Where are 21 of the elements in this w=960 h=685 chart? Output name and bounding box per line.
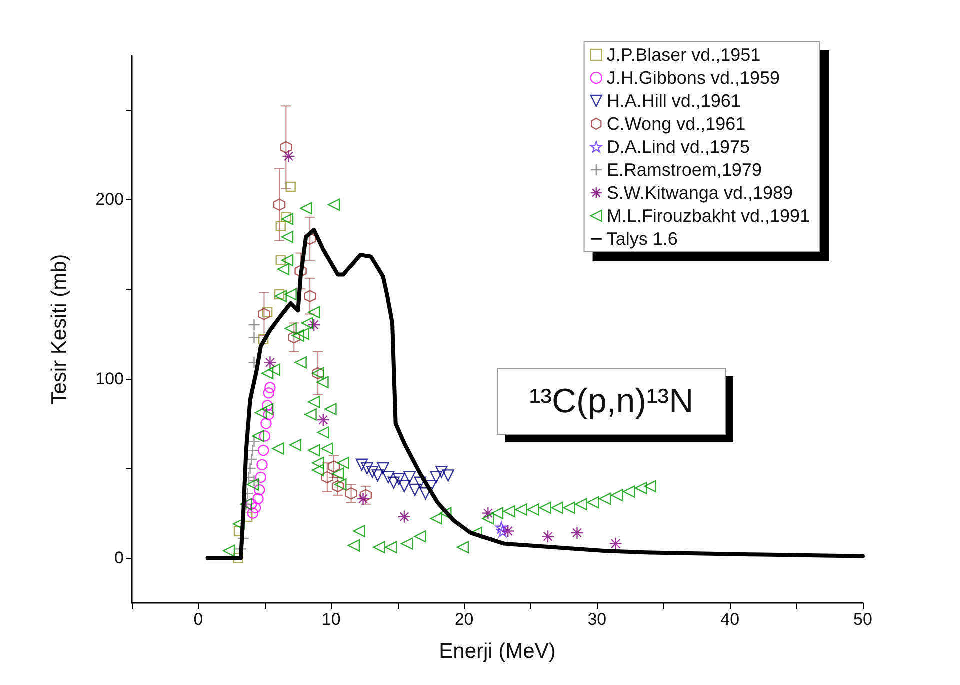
x-tick-label: 0 xyxy=(194,610,204,629)
y-tick-label: 100 xyxy=(96,369,124,388)
legend-label: J.P.Blaser vd.,1951 xyxy=(606,45,761,65)
y-axis-title: Tesir Kesiti (mb) xyxy=(48,254,71,405)
y-tick-label: 0 xyxy=(114,548,124,568)
x-tick-label: 30 xyxy=(588,610,607,629)
legend-label: H.A.Hill vd.,1961 xyxy=(606,91,741,111)
annotation: ¹³C(p,n)¹³N xyxy=(529,382,694,420)
x-tick-label: 40 xyxy=(720,610,740,629)
legend-label: E.Ramstroem,1979 xyxy=(606,160,762,180)
x-tick-label: 50 xyxy=(854,610,872,629)
x-tick-label: 10 xyxy=(322,610,341,629)
legend-label: Talys 1.6 xyxy=(606,229,678,249)
y-tick-label: 200 xyxy=(96,190,124,209)
x-tick-label: 20 xyxy=(454,610,474,629)
legend-label: D.A.Lind vd.,1975 xyxy=(606,137,750,157)
legend-label: J.H.Gibbons vd.,1959 xyxy=(606,68,780,88)
legend-label: S.W.Kitwanga vd.,1989 xyxy=(606,183,794,203)
legend-label: C.Wong vd.,1961 xyxy=(606,114,746,134)
x-axis-title: Enerji (MeV) xyxy=(439,640,556,663)
legend-label: M.L.Firouzbakht vd.,1991 xyxy=(606,206,810,226)
